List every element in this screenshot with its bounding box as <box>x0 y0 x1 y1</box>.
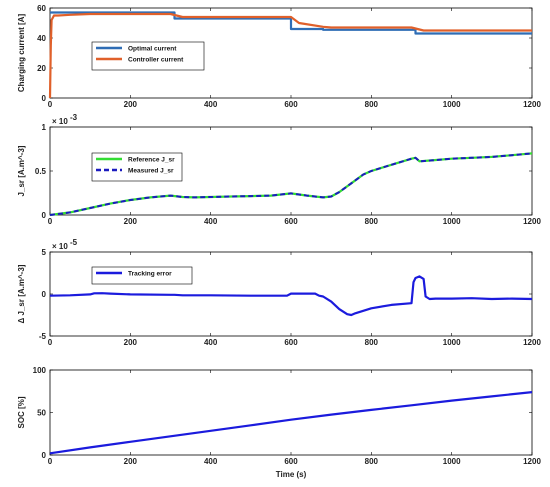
x-tick-label: 200 <box>124 217 138 226</box>
y-axis-label: SOC [%] <box>17 396 26 428</box>
series-line-2 <box>49 152 533 216</box>
x-tick-label: 600 <box>284 457 298 466</box>
x-tick-label: 800 <box>365 217 379 226</box>
y-tick-label: 100 <box>33 366 47 375</box>
series-line-1 <box>49 391 533 455</box>
legend-entry: Tracking error <box>128 271 172 278</box>
chart-panel-3: 0 200 400 600 800 1000 1200-505× 10 -5Δ J_sr [A… <box>17 238 541 347</box>
series-line-2 <box>48 12 532 99</box>
y-tick-label: 40 <box>37 34 46 43</box>
y-exponent-label: × 10 <box>52 242 68 251</box>
x-tick-label: 1000 <box>443 338 461 347</box>
legend: Reference J_sr Measured J_sr <box>91 152 183 182</box>
x-axis-label: Time (s) <box>276 470 307 479</box>
x-tick-label: 0 <box>48 100 53 109</box>
x-tick-label: 200 <box>124 338 138 347</box>
legend-entry: Measured J_sr <box>128 168 174 175</box>
y-exponent-label: × 10 <box>52 117 68 126</box>
y-tick-label: 5 <box>42 248 47 257</box>
x-tick-label: 1200 <box>523 338 541 347</box>
y-tick-label: 60 <box>37 4 46 13</box>
y-tick-label: 0 <box>42 211 47 220</box>
y-axis-label: Charging current [A] <box>17 14 26 93</box>
x-tick-label: 1200 <box>523 457 541 466</box>
x-tick-label: 600 <box>284 100 298 109</box>
y-exponent-power: -3 <box>70 113 78 122</box>
chart-panel-4: 0 200 400 600 800 1000 1200 0 50 100 SOC [%] Time (… <box>17 366 541 479</box>
legend-box <box>91 152 183 182</box>
x-tick-label: 1200 <box>523 100 541 109</box>
y-tick-label: 1 <box>42 123 47 132</box>
legend-entry: Reference J_sr <box>128 157 175 164</box>
x-tick-label: 0 <box>48 457 53 466</box>
x-tick-label: 1000 <box>443 217 461 226</box>
x-tick-label: 400 <box>204 338 218 347</box>
x-tick-label: 400 <box>204 100 218 109</box>
x-tick-label: 600 <box>284 338 298 347</box>
y-tick-label: 20 <box>37 64 46 73</box>
legend: Tracking error <box>91 266 193 285</box>
x-tick-label: 0 <box>48 338 53 347</box>
legend-entry: Controller current <box>128 57 184 64</box>
x-tick-label: 600 <box>284 217 298 226</box>
chart-panel-1: 0 200 400 600 800 1000 1200 0 20 40 60 Charging cur… <box>17 4 541 109</box>
y-exponent-power: -5 <box>70 238 78 247</box>
series-line-1 <box>49 275 533 317</box>
y-tick-label: 50 <box>37 409 46 418</box>
y-tick-label: 0 <box>42 451 47 460</box>
legend-box <box>91 41 205 71</box>
legend: Optimal current Controller current <box>91 41 205 71</box>
x-tick-label: 800 <box>365 100 379 109</box>
y-tick-label: 0 <box>42 290 47 299</box>
x-tick-label: 400 <box>204 217 218 226</box>
legend-entry: Optimal current <box>128 46 177 53</box>
x-tick-label: 0 <box>48 217 53 226</box>
x-tick-label: 800 <box>365 338 379 347</box>
y-tick-label: 0.5 <box>35 167 47 176</box>
x-tick-label: 800 <box>365 457 379 466</box>
y-tick-label: 0 <box>42 94 47 103</box>
y-axis-label: Δ J_sr [A.m^-3] <box>17 264 26 323</box>
x-tick-label: 1000 <box>443 100 461 109</box>
x-tick-label: 200 <box>124 457 138 466</box>
legend-box <box>91 266 193 285</box>
y-axis-label: J_sr [A.m^-3] <box>17 145 26 196</box>
y-tick-label: -5 <box>39 332 47 341</box>
chart-panel-2: 0 200 400 600 800 1000 1200 0 0.5 1 × 10 -3 J_sr [A.… <box>17 113 541 226</box>
x-tick-label: 1000 <box>443 457 461 466</box>
x-tick-label: 1200 <box>523 217 541 226</box>
x-tick-label: 200 <box>124 100 138 109</box>
x-tick-label: 400 <box>204 457 218 466</box>
